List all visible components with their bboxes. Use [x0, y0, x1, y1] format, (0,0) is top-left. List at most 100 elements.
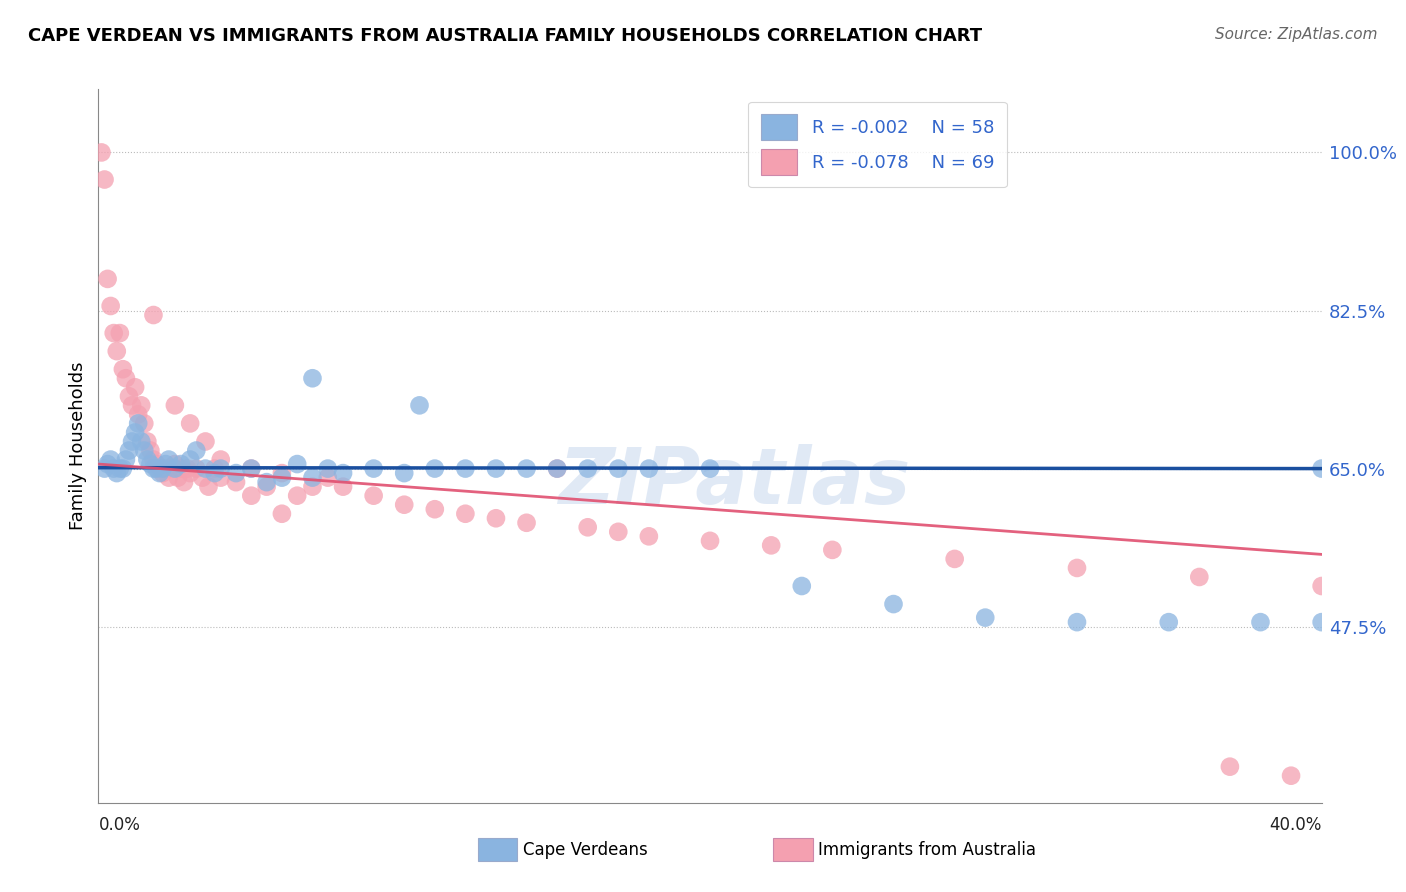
Point [111, 362, 134, 376]
Point [516, 516, 538, 530]
Point [108, 326, 131, 340]
Point [301, 480, 323, 494]
Point [152, 466, 174, 480]
Point [1310, 579, 1333, 593]
Point [145, 457, 167, 471]
Point [240, 489, 263, 503]
Point [93, 172, 115, 186]
Point [173, 475, 195, 490]
Point [363, 461, 385, 475]
Point [103, 326, 125, 340]
Point [100, 299, 122, 313]
Point [209, 461, 232, 475]
Point [97, 457, 120, 471]
Point [240, 461, 263, 475]
Text: Cape Verdeans: Cape Verdeans [523, 841, 648, 859]
Point [1219, 759, 1241, 773]
Point [1310, 461, 1333, 475]
Y-axis label: Family Households: Family Households [69, 362, 87, 530]
Point [142, 461, 165, 475]
Point [163, 398, 186, 412]
Point [209, 470, 232, 484]
Point [270, 466, 294, 480]
Point [139, 443, 162, 458]
Point [225, 466, 247, 480]
Point [546, 461, 568, 475]
Point [790, 579, 813, 593]
Point [1250, 615, 1272, 629]
Point [115, 371, 138, 385]
Point [316, 461, 339, 475]
Point [186, 461, 208, 475]
Point [454, 461, 477, 475]
Point [943, 552, 966, 566]
Point [145, 461, 167, 475]
Point [179, 417, 201, 431]
Text: Source: ZipAtlas.com: Source: ZipAtlas.com [1215, 27, 1378, 42]
Point [197, 480, 219, 494]
Point [392, 466, 416, 480]
Point [160, 461, 183, 475]
Point [155, 457, 177, 471]
Text: ZIPatlas: ZIPatlas [558, 443, 911, 520]
Point [270, 507, 294, 521]
Point [285, 457, 308, 471]
Point [1279, 769, 1302, 783]
Point [115, 452, 138, 467]
Point [974, 610, 997, 624]
Point [100, 452, 122, 467]
Point [129, 398, 152, 412]
Point [392, 498, 416, 512]
Point [204, 461, 226, 475]
Point [638, 461, 661, 475]
Point [105, 344, 128, 359]
Text: 40.0%: 40.0% [1270, 816, 1322, 834]
Point [256, 480, 278, 494]
Point [1310, 615, 1333, 629]
Text: CAPE VERDEAN VS IMMIGRANTS FROM AUSTRALIA FAMILY HOUSEHOLDS CORRELATION CHART: CAPE VERDEAN VS IMMIGRANTS FROM AUSTRALI… [28, 27, 983, 45]
Point [270, 470, 294, 484]
Point [761, 538, 783, 552]
Point [485, 511, 508, 525]
Point [139, 457, 162, 471]
Point [301, 470, 323, 484]
Point [454, 507, 477, 521]
Point [176, 461, 198, 475]
Point [149, 466, 172, 480]
Point [209, 452, 232, 467]
Point [152, 461, 174, 475]
Point [142, 452, 165, 467]
Point [204, 466, 226, 480]
Point [124, 425, 146, 440]
Point [194, 461, 217, 475]
Point [576, 461, 599, 475]
Point [607, 461, 630, 475]
Point [179, 466, 201, 480]
Point [170, 457, 193, 471]
Point [301, 371, 323, 385]
Point [1066, 561, 1088, 575]
Point [111, 461, 134, 475]
Point [149, 461, 172, 475]
Point [142, 308, 165, 322]
Point [240, 461, 263, 475]
Point [423, 502, 446, 516]
Point [191, 470, 214, 484]
Point [576, 520, 599, 534]
Point [883, 597, 905, 611]
Point [546, 461, 568, 475]
Point [186, 443, 208, 458]
Point [163, 461, 186, 475]
Point [285, 489, 308, 503]
Legend: R = -0.002    N = 58, R = -0.078    N = 69: R = -0.002 N = 58, R = -0.078 N = 69 [748, 102, 1007, 187]
Point [103, 461, 125, 475]
Point [516, 461, 538, 475]
Point [121, 398, 143, 412]
Point [1066, 615, 1088, 629]
Point [485, 461, 508, 475]
Point [607, 524, 630, 539]
Point [134, 443, 156, 458]
Point [225, 475, 247, 490]
Point [179, 452, 201, 467]
Point [157, 470, 180, 484]
